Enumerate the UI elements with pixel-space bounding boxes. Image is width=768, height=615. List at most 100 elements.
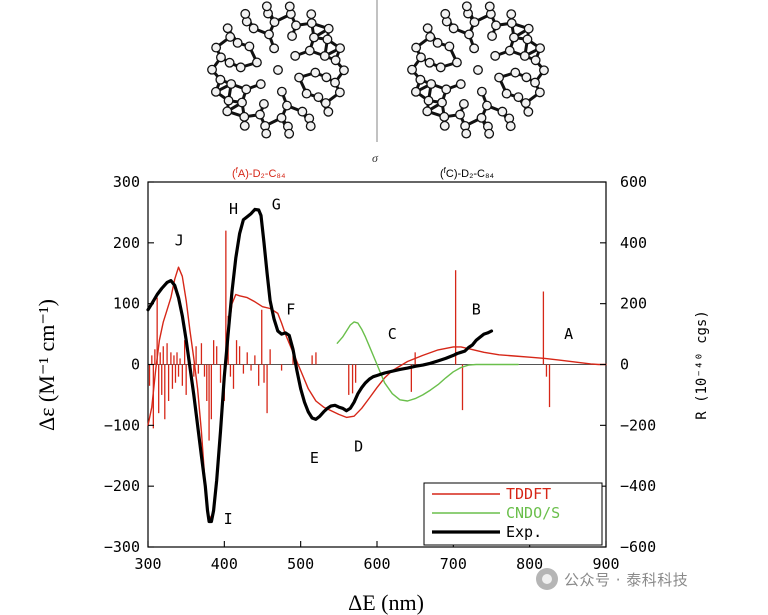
peak-label-a: A bbox=[564, 325, 573, 343]
peak-label-g: G bbox=[272, 195, 281, 213]
fullerene-atom bbox=[223, 95, 234, 106]
legend-label-0: TDDFT bbox=[506, 485, 551, 503]
peak-label-f: F bbox=[286, 301, 295, 319]
fullerene-atom bbox=[321, 72, 332, 83]
x-axis-label: ΔE (nm) bbox=[348, 590, 424, 615]
fullerene-atom bbox=[235, 62, 246, 73]
peak-label-c: C bbox=[388, 325, 397, 343]
series-exp--line bbox=[146, 207, 494, 524]
fullerene-atom bbox=[211, 42, 222, 53]
fullerene-atom bbox=[432, 37, 443, 48]
fullerene-atom bbox=[301, 88, 312, 99]
wechat-icon bbox=[536, 568, 558, 590]
fullerene-atom bbox=[530, 55, 541, 66]
x-tick-label: 600 bbox=[363, 555, 390, 573]
y-tick-label: −300 bbox=[104, 538, 140, 556]
fullerene-atom bbox=[487, 31, 498, 41]
fullerene-atom bbox=[520, 98, 531, 108]
fullerene-atom bbox=[269, 17, 280, 28]
fullerene-atom bbox=[251, 57, 262, 68]
fullerene-atom bbox=[261, 1, 272, 12]
fullerene-atom bbox=[276, 112, 287, 123]
fullerene-atom bbox=[504, 45, 515, 56]
fullerene-atom bbox=[239, 111, 250, 122]
fullerene-atom bbox=[222, 106, 233, 117]
peak-label-e: E bbox=[310, 449, 319, 467]
fullerene-atom bbox=[484, 128, 495, 139]
fullerene-atom bbox=[334, 87, 345, 98]
fullerene-atom bbox=[473, 65, 483, 75]
fullerene-atom bbox=[411, 42, 422, 53]
y2-tick-label: 600 bbox=[620, 173, 647, 191]
fullerene-atom bbox=[535, 43, 546, 54]
fullerene-atom bbox=[506, 18, 517, 29]
fullerene-atom bbox=[244, 41, 255, 52]
fullerene-atom bbox=[305, 121, 316, 132]
peak-label-i: I bbox=[224, 510, 233, 528]
y2-tick-label: 200 bbox=[620, 295, 647, 313]
fullerene-atom bbox=[269, 43, 280, 54]
x-tick-label: 800 bbox=[516, 555, 543, 573]
fullerene-atom bbox=[240, 8, 251, 19]
fullerene-atom bbox=[469, 43, 480, 54]
fullerene-atom bbox=[461, 128, 472, 139]
fullerene-atom bbox=[424, 57, 435, 68]
fullerene-atom bbox=[490, 50, 501, 61]
plot-area: 300 400 500 600 700 800 900 −300 −200 −100 0 100 20… bbox=[104, 173, 656, 573]
fullerene-atom bbox=[476, 86, 487, 97]
fullerene-atom bbox=[322, 34, 333, 45]
x-tick-label: 900 bbox=[592, 555, 619, 573]
fullerene-atom bbox=[287, 31, 298, 41]
y-axis-label: Δε (M⁻¹ cm⁻¹) bbox=[34, 299, 59, 431]
fullerene-atom bbox=[423, 95, 434, 106]
fullerene-atom bbox=[513, 92, 524, 103]
peak-label-h: H bbox=[229, 200, 238, 218]
peak-label-d: D bbox=[354, 437, 363, 455]
mirror-plane-label: σ bbox=[372, 151, 379, 165]
peak-label-b: B bbox=[472, 301, 481, 319]
fullerene-atom bbox=[237, 97, 247, 108]
fullerene-atom bbox=[469, 17, 480, 28]
fullerene-atom bbox=[425, 32, 436, 42]
fullerene-atom bbox=[426, 79, 437, 89]
fullerene-atom bbox=[282, 100, 292, 111]
fullerene-atom bbox=[410, 86, 421, 97]
x-tick-label: 400 bbox=[211, 555, 238, 573]
legend-label-2: Exp. bbox=[506, 523, 542, 541]
fullerene-atom bbox=[261, 128, 272, 139]
y-tick-label: 100 bbox=[113, 295, 140, 313]
fullerene-atom bbox=[407, 64, 417, 75]
y2-ticks: −600 −400 −200 0 200 400 600 bbox=[600, 173, 656, 556]
fullerene-atom bbox=[306, 9, 317, 20]
fullerene-atom bbox=[284, 1, 295, 12]
fullerene-atom bbox=[207, 64, 217, 75]
fullerene-atom bbox=[306, 18, 317, 29]
x-tick-label: 700 bbox=[440, 555, 467, 573]
fullerene-atom bbox=[451, 57, 462, 68]
curves-group bbox=[146, 207, 607, 524]
fullerene-atom bbox=[510, 67, 521, 78]
fullerene-atom bbox=[291, 20, 301, 31]
fullerene-atom bbox=[439, 120, 450, 131]
fullerene-atom bbox=[294, 72, 305, 83]
y2-tick-label: −400 bbox=[620, 477, 656, 495]
fullerene-atom bbox=[224, 57, 235, 68]
fullerene-atom bbox=[534, 87, 545, 98]
watermark: 公众号 · 泰科科技 bbox=[536, 568, 688, 590]
y-tick-label: −100 bbox=[104, 416, 140, 434]
fullerene-atom bbox=[491, 20, 501, 31]
fullerene-atom bbox=[519, 51, 530, 61]
fullerene-atom bbox=[297, 106, 308, 117]
fullerene-atom bbox=[441, 84, 452, 95]
x-tick-label: 300 bbox=[134, 555, 161, 573]
fullerene-atom bbox=[320, 98, 331, 108]
fullerene-atom bbox=[309, 32, 319, 43]
y-tick-label: 200 bbox=[113, 234, 140, 252]
fullerene-atom bbox=[222, 23, 233, 34]
fullerene-atom bbox=[494, 72, 505, 83]
y-tick-label: 300 bbox=[113, 173, 140, 191]
y-tick-label: 0 bbox=[131, 356, 140, 374]
fullerene-atom bbox=[464, 29, 474, 40]
fullerene-atom bbox=[323, 23, 334, 34]
